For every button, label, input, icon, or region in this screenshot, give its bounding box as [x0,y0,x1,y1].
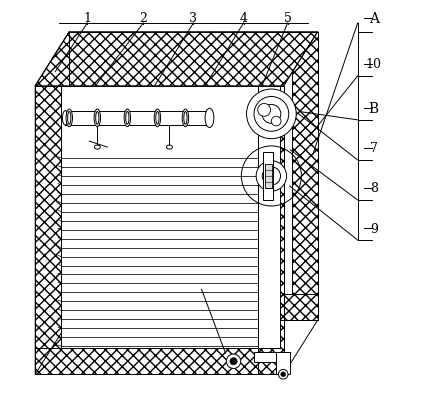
Polygon shape [35,32,69,374]
Ellipse shape [182,110,189,128]
Text: 5: 5 [284,12,291,25]
Bar [263,152,273,200]
Ellipse shape [205,109,214,128]
Ellipse shape [154,110,161,128]
Bar [265,164,272,188]
Ellipse shape [62,111,68,126]
Text: 1: 1 [83,12,91,25]
Bar [258,87,280,348]
Ellipse shape [66,110,73,128]
Circle shape [256,161,287,192]
Text: 7: 7 [370,142,378,155]
Ellipse shape [126,112,129,125]
Polygon shape [35,348,284,374]
Circle shape [272,117,281,127]
Ellipse shape [167,146,172,150]
Text: 10: 10 [366,58,382,71]
Circle shape [258,104,271,117]
Polygon shape [291,32,318,320]
Text: 9: 9 [370,222,378,235]
Circle shape [247,90,296,140]
Text: 2: 2 [140,12,148,25]
Text: B: B [369,101,379,115]
Bar [276,352,291,374]
Text: A: A [369,12,379,26]
Ellipse shape [124,110,131,128]
Ellipse shape [184,112,187,125]
Polygon shape [69,32,95,320]
Text: 8: 8 [370,182,378,195]
Bar [254,352,291,363]
Circle shape [226,354,241,369]
Polygon shape [69,294,318,320]
Ellipse shape [156,112,159,125]
Ellipse shape [94,110,101,128]
Polygon shape [35,32,318,87]
Polygon shape [257,87,284,374]
Circle shape [262,105,281,124]
Text: 4: 4 [240,12,248,25]
Ellipse shape [68,112,71,125]
Circle shape [281,372,286,377]
Polygon shape [35,87,61,374]
Ellipse shape [96,112,99,125]
Circle shape [230,358,237,365]
Bar [61,87,257,348]
Ellipse shape [94,146,100,150]
Circle shape [278,370,288,379]
Circle shape [262,167,280,186]
Circle shape [254,97,289,132]
Text: 3: 3 [190,12,198,25]
